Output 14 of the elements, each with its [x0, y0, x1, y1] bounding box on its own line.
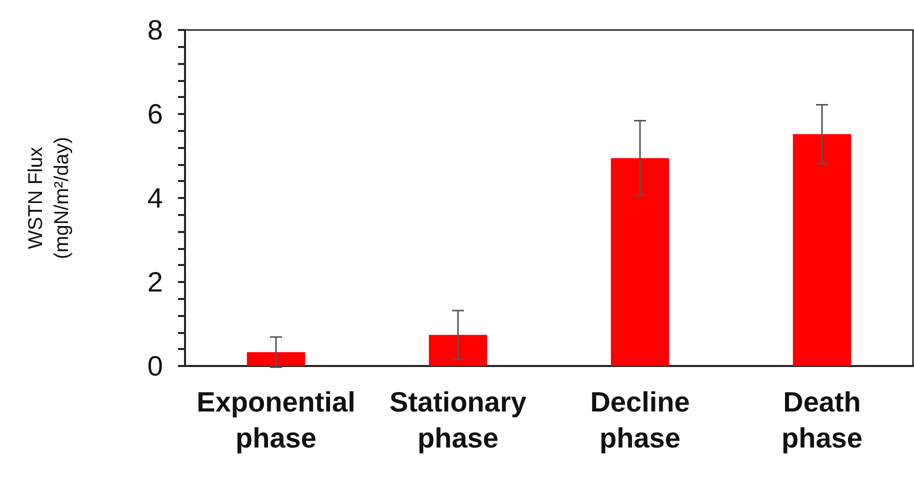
bar [246, 352, 306, 366]
y-tick-label: 6 [147, 98, 163, 130]
bar [428, 334, 488, 366]
x-tick-label: Death phase [782, 386, 862, 454]
y-tick-label: 0 [147, 350, 163, 382]
bar [610, 158, 670, 366]
y-tick-label: 2 [147, 266, 163, 298]
y-axis-title: WSTN Flux (mgN/m²/day) [25, 136, 73, 260]
x-tick-label: Exponential phase [196, 386, 356, 454]
bar [792, 134, 852, 366]
y-tick-label: 4 [147, 182, 163, 214]
x-tick-label: Decline phase [590, 386, 690, 454]
x-tick-label: Stationary phase [390, 386, 527, 454]
y-tick-label: 8 [147, 14, 163, 46]
